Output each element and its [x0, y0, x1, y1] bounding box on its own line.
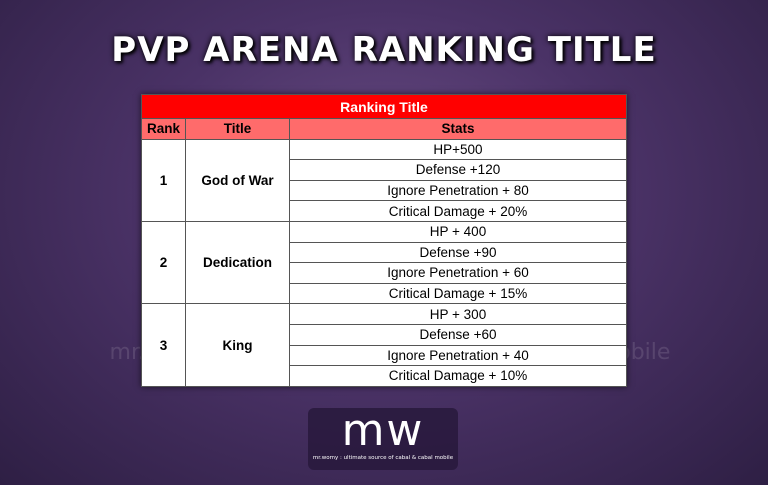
logo-tagline: mr.womy : ultimate source of cabal & cab…: [312, 455, 454, 461]
table-row: Defense +90: [142, 241, 627, 264]
title-cell: God of War: [185, 138, 290, 222]
header-row: Rank Title Stats: [141, 118, 627, 140]
table-row: Critical Damage + 10%: [142, 365, 627, 387]
stat-cell: Ignore Penetration + 60: [289, 262, 627, 284]
rank-cell: 1: [141, 138, 186, 222]
table-row: Ignore Penetration + 60: [142, 262, 627, 284]
table-row: 3 King HP + 300: [141, 303, 627, 387]
stat-cell: HP+500: [289, 138, 627, 161]
stat-cell: Critical Damage + 15%: [289, 282, 627, 305]
table-row: 2 Dedication HP + 400: [141, 220, 627, 305]
stat-cell: Ignore Penetration + 40: [289, 344, 627, 367]
table-caption: Ranking Title: [141, 94, 627, 119]
stat-cell: Critical Damage + 10%: [289, 365, 627, 387]
table-row: Defense +60: [142, 323, 627, 346]
logo: mw mr.womy : ultimate source of cabal & …: [308, 408, 458, 470]
page-title: PVP ARENA RANKING TITLE: [111, 30, 657, 70]
stat-cell: HP + 400: [289, 220, 627, 243]
column-header: Title: [185, 118, 290, 140]
ranking-table: Ranking Title Rank Title Stats 1 God of W…: [141, 94, 627, 387]
stat-cell: Ignore Penetration + 80: [289, 179, 627, 202]
title-cell: Dedication: [185, 220, 290, 305]
stat-cell: Critical Damage + 20%: [289, 200, 627, 222]
stat-cell: Defense +60: [289, 323, 627, 346]
column-header: Rank: [141, 118, 186, 140]
title-cell: King: [185, 303, 290, 387]
logo-mark: mw: [341, 405, 425, 456]
stat-cell: Defense +90: [289, 241, 627, 264]
table-row: 1 God of War HP+500: [141, 138, 627, 222]
rank-cell: 2: [141, 220, 186, 305]
stat-cell: Defense +120: [289, 159, 627, 181]
column-header: Stats: [289, 118, 627, 140]
rank-cell: 3: [141, 303, 186, 387]
caption-row: Ranking Title: [141, 94, 627, 119]
stat-cell: HP + 300: [289, 303, 627, 325]
